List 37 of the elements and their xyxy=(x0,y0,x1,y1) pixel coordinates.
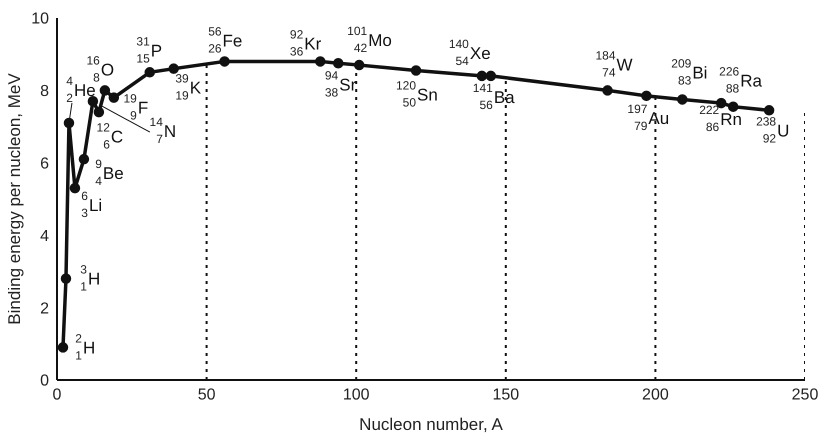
x-tick-label: 100 xyxy=(342,386,370,404)
point xyxy=(486,70,496,82)
point xyxy=(78,154,90,164)
y-axis-title: Binding energy per nucleon, MeV xyxy=(5,72,24,325)
x-tick-label: 50 xyxy=(198,386,216,404)
y-tick-label: 8 xyxy=(40,83,50,100)
point xyxy=(60,273,72,284)
point xyxy=(333,58,344,68)
x-tick-label: 0 xyxy=(52,386,62,404)
x-tick-label: 150 xyxy=(492,386,520,404)
y-tick-label: 2 xyxy=(40,300,50,318)
point xyxy=(476,70,488,82)
point xyxy=(64,118,74,128)
point xyxy=(410,65,422,76)
point xyxy=(58,342,68,353)
x-axis-title: Nucleon number, A xyxy=(359,415,504,434)
point xyxy=(354,60,364,70)
point xyxy=(764,105,774,116)
point xyxy=(108,92,120,103)
point xyxy=(602,85,613,96)
point xyxy=(70,182,80,194)
y-tick-label: 0 xyxy=(40,372,50,390)
point xyxy=(100,85,110,96)
point xyxy=(315,56,326,67)
y-tick-label: 10 xyxy=(31,10,50,28)
y-tick-label: 6 xyxy=(40,155,50,172)
point xyxy=(677,94,688,105)
y-tick-label: 4 xyxy=(40,228,50,245)
point xyxy=(94,106,104,118)
x-tick-label: 250 xyxy=(792,386,818,404)
point xyxy=(144,67,155,78)
point xyxy=(641,90,652,102)
point xyxy=(88,96,98,107)
point xyxy=(219,56,230,67)
point xyxy=(168,63,179,74)
x-tick-label: 200 xyxy=(642,386,669,404)
point xyxy=(728,101,738,112)
